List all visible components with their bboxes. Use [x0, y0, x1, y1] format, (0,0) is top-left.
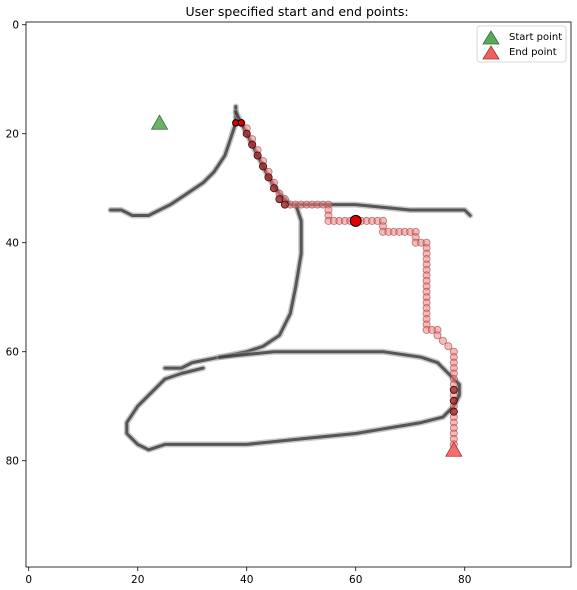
y-tick-label: 60 [6, 347, 19, 359]
path-point-dark [449, 407, 458, 416]
end-triangle-icon [482, 45, 500, 60]
path-point-dark [280, 200, 289, 209]
path-layer [237, 118, 458, 449]
plot-area [25, 21, 572, 568]
red-point [237, 119, 245, 127]
x-tick-label: 80 [458, 574, 471, 586]
path-point-dark [242, 129, 251, 138]
x-tick-label: 20 [131, 574, 144, 586]
path-point [438, 336, 447, 345]
legend-label-end: End point [509, 47, 557, 58]
legend-entry-end: End point [482, 45, 557, 60]
path-point-dark [449, 396, 458, 405]
legend-label-start: Start point [509, 32, 562, 43]
drawing-stroke [109, 105, 238, 217]
path-point [444, 342, 453, 351]
path-point-dark [264, 173, 273, 182]
path-point-dark [449, 385, 458, 394]
chart-title: User specified start and end points: [185, 4, 408, 19]
legend-box [476, 25, 567, 63]
legend: Start point End point [476, 25, 567, 63]
path-point [433, 331, 442, 340]
y-tick-label: 40 [6, 238, 19, 250]
y-tick-label: 80 [6, 456, 19, 468]
end-point-marker [445, 441, 463, 457]
x-axis: 0 20 40 60 80 [25, 567, 471, 586]
drawing-stroke [125, 350, 461, 452]
x-tick-label: 0 [25, 574, 32, 586]
path-point-dark [248, 140, 257, 149]
image-background [26, 22, 571, 567]
legend-entry-start: Start point [482, 30, 562, 45]
axes-frame [25, 21, 572, 568]
y-tick-label: 20 [6, 129, 19, 141]
y-axis: 0 20 40 60 80 [6, 20, 26, 468]
start-triangle-icon [482, 30, 500, 45]
marker-layer [150, 114, 463, 457]
path-point-dark [275, 195, 284, 204]
y-tick-label: 0 [12, 20, 19, 32]
drawing-stroke [163, 203, 303, 370]
path-point-dark [269, 184, 278, 193]
path-point-dark [259, 162, 268, 171]
path-point-dark [253, 151, 262, 160]
x-tick-label: 40 [240, 574, 253, 586]
start-point-marker [150, 114, 169, 130]
x-tick-label: 60 [349, 574, 362, 586]
highlight-point [349, 214, 362, 227]
